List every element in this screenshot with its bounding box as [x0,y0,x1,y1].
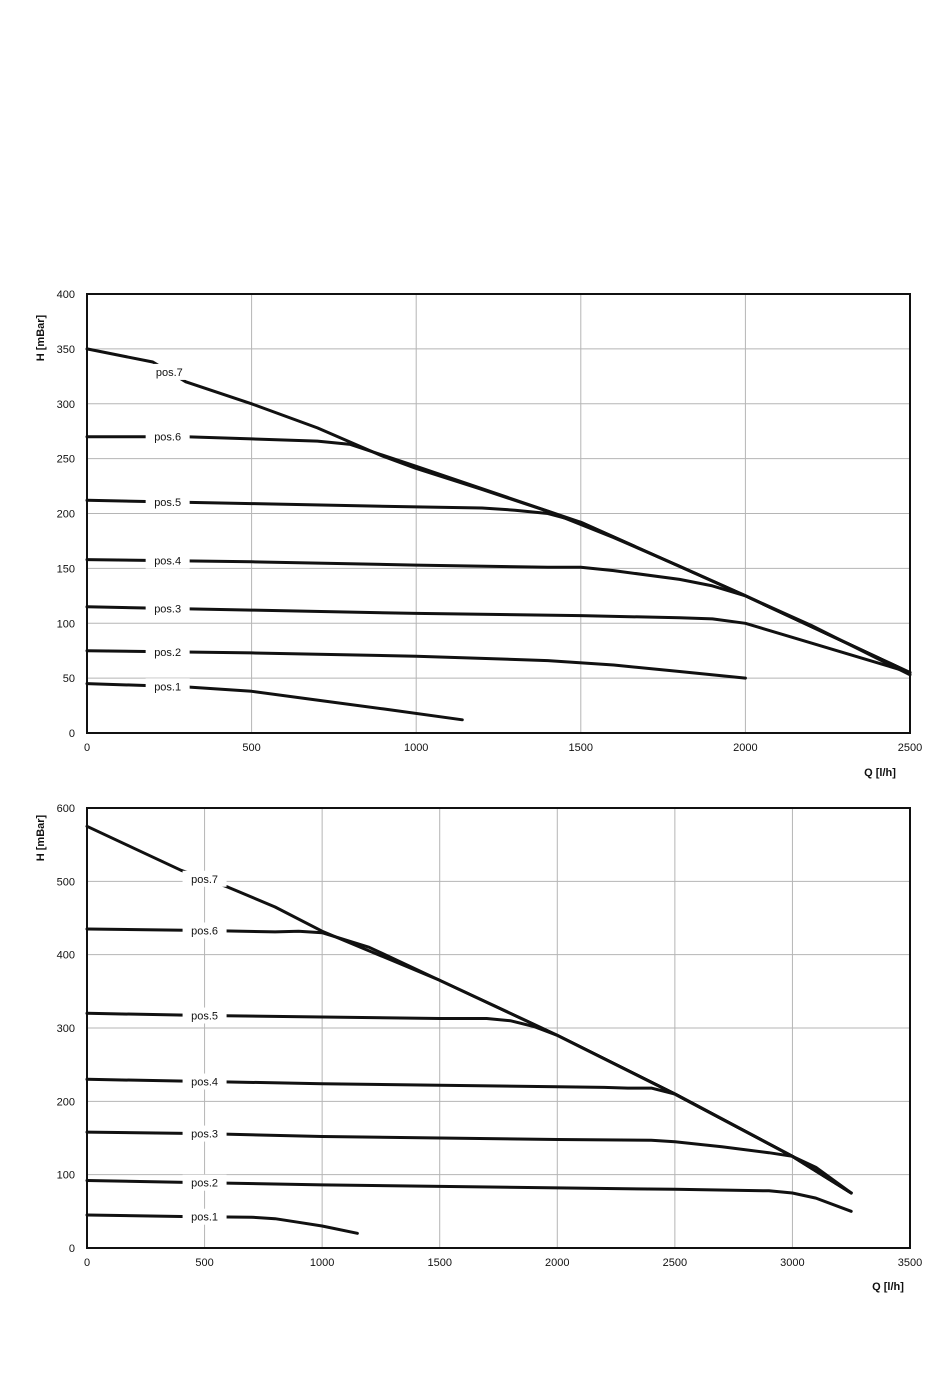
x-axis-label: Q [l/h] [872,1281,904,1293]
series-label-bg [182,1125,227,1142]
series-line-pos-5 [85,498,912,675]
chart-1: 0 500 1000 1500 2000 2500 0 50 100 150 200 250 300 35… [35,289,922,779]
y-tick-label: 100 [57,1170,75,1182]
y-tick-label: 300 [57,399,75,411]
series-group [85,347,912,722]
series-label-bg [145,643,190,660]
y-tick-label: 50 [63,673,75,685]
series-line-pos-6 [85,927,853,1195]
y-tick-label: 200 [57,509,75,521]
y-tick-label: 500 [57,876,75,888]
x-tick-label: 2500 [663,1257,687,1269]
series-label-pos-1: pos.1 [154,681,181,693]
series-label-bg [145,600,190,617]
plot-frame [86,293,911,734]
series-label-pos-1: pos.1 [191,1212,218,1224]
series-labels: pos.1 pos.2 pos.3 pos.4 pos.5 pos.6 pos.7 [145,363,192,695]
series-label-bg [182,1174,227,1191]
series-label-bg [182,922,227,939]
series-label-pos-5: pos.5 [191,1011,218,1023]
series-labels: pos.1 pos.2 pos.3 pos.4 pos.5 pos.6 pos.7 [182,870,227,1225]
y-tick-label: 400 [57,289,75,301]
gridlines [87,294,910,733]
series-label-bg [145,552,190,569]
series-label-pos-4: pos.4 [154,556,181,568]
x-tick-label: 1500 [427,1257,451,1269]
y-tick-label: 150 [57,563,75,575]
y-tick-label: 250 [57,454,75,466]
x-tick-label: 500 [242,742,260,754]
series-label-pos-2: pos.2 [191,1178,218,1190]
series-label-bg [147,363,192,380]
series-label-bg [182,1007,227,1024]
series-line-pos-6 [85,435,912,675]
x-tick-label: 3000 [780,1257,804,1269]
series-line-pos-2 [85,1179,853,1213]
series-label-bg [145,493,190,510]
y-tick-label: 600 [57,803,75,815]
x-tick-label: 1000 [404,742,428,754]
y-tick-label: 0 [69,728,75,740]
series-label-bg [182,870,227,887]
series-label-bg [145,678,190,695]
x-tick-label: 1500 [569,742,593,754]
series-line-pos-5 [85,1011,853,1195]
series-label-bg [182,1073,227,1090]
series-label-pos-3: pos.3 [191,1129,218,1141]
x-tick-label: 2000 [545,1257,569,1269]
x-tick-label: 500 [195,1257,213,1269]
series-label-pos-2: pos.2 [154,647,181,659]
series-line-pos-1 [85,682,464,722]
series-label-pos-4: pos.4 [191,1077,218,1089]
x-axis-label: Q [l/h] [864,767,896,779]
y-tick-label: 350 [57,344,75,356]
series-label-pos-6: pos.6 [191,925,218,937]
series-label-bg [182,1208,227,1225]
series-line-pos-3 [85,605,912,675]
series-line-pos-2 [85,649,747,680]
y-axis-label: H [mBar] [35,314,47,361]
x-tick-label: 0 [84,1257,90,1269]
y-axis-label: H [mBar] [35,814,47,861]
series-label-pos-5: pos.5 [154,497,181,509]
y-tick-label: 400 [57,950,75,962]
y-tick-label: 0 [69,1243,75,1255]
series-line-pos-4 [85,558,912,675]
series-label-pos-7: pos.7 [191,874,218,886]
x-tick-label: 3500 [898,1257,922,1269]
x-tick-label: 1000 [310,1257,334,1269]
series-line-pos-7 [85,824,853,1195]
x-tick-label: 2500 [898,742,922,754]
chart-2: 0 500 1000 1500 2000 2500 3000 3500 0 100 200 300 40… [35,803,922,1293]
series-label-pos-7: pos.7 [156,367,183,379]
plot-frame [86,807,911,1249]
y-tick-label: 100 [57,618,75,630]
series-label-pos-3: pos.3 [154,603,181,615]
series-line-pos-7 [85,347,912,677]
series-line-pos-1 [85,1213,359,1235]
x-tick-label: 2000 [733,742,757,754]
series-label-bg [145,428,190,445]
y-tick-label: 200 [57,1096,75,1108]
y-tick-label: 300 [57,1023,75,1035]
series-group [85,824,853,1235]
series-label-pos-6: pos.6 [154,432,181,444]
x-tick-label: 0 [84,742,90,754]
